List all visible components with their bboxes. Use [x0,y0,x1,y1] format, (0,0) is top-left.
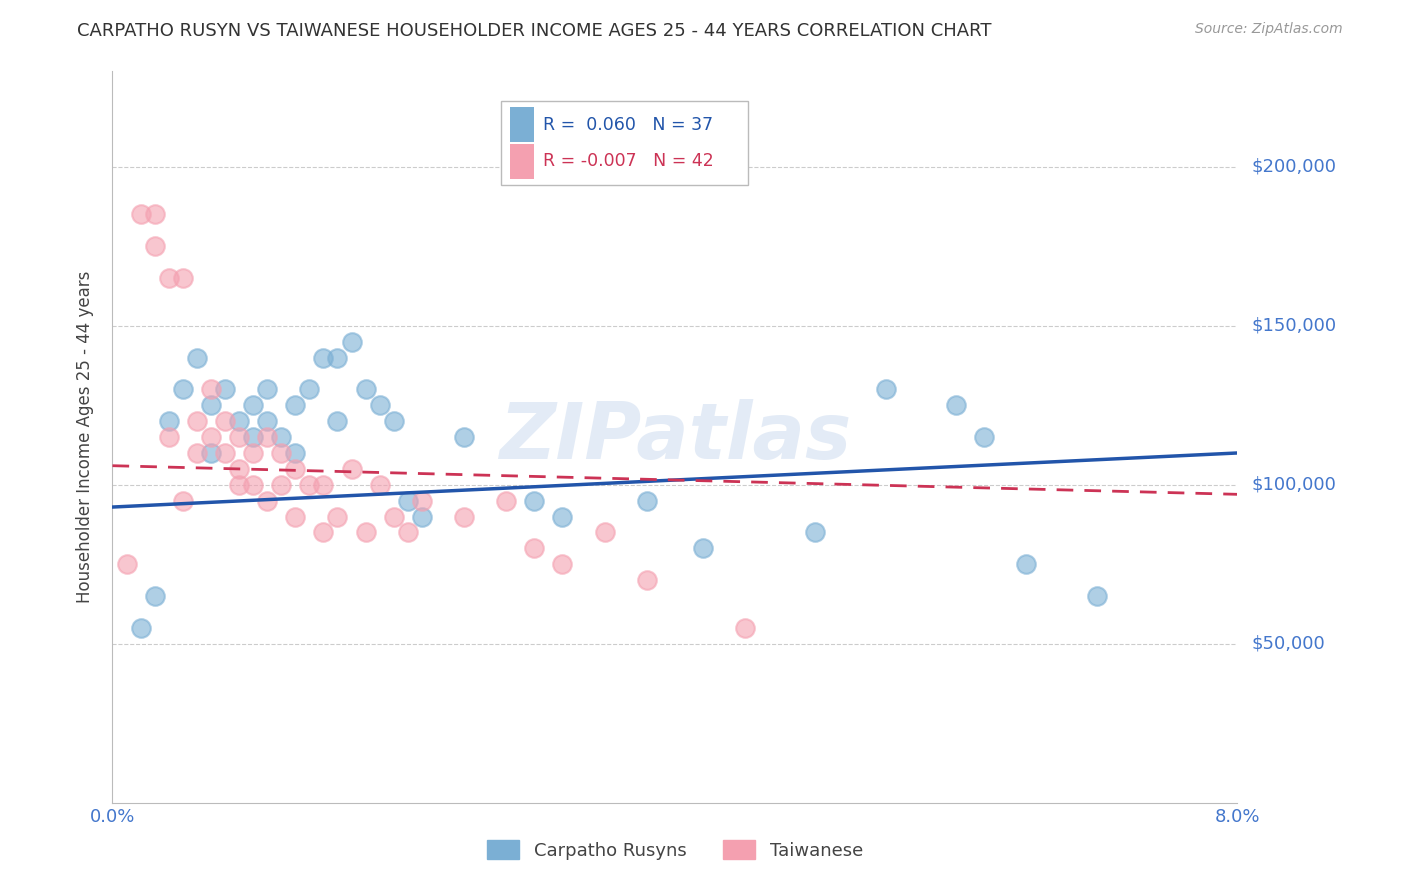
Point [945,398,967,412]
Point [326,509,349,524]
Point [157,430,180,444]
Point [256,430,278,444]
Point [551,558,574,572]
Point [636,493,658,508]
Point [875,383,897,397]
Text: R =  0.060   N = 37: R = 0.060 N = 37 [543,116,713,134]
Point [523,493,546,508]
Point [172,383,194,397]
Point [973,430,995,444]
Point [228,477,250,491]
Y-axis label: Householder Income Ages 25 - 44 years: Householder Income Ages 25 - 44 years [76,271,94,603]
Point [354,525,377,540]
Point [200,446,222,460]
FancyBboxPatch shape [509,107,534,143]
Point [326,414,349,428]
Point [256,414,278,428]
Point [115,558,138,572]
Point [284,446,307,460]
Point [228,414,250,428]
Text: Source: ZipAtlas.com: Source: ZipAtlas.com [1195,22,1343,37]
Point [734,621,756,635]
Point [453,430,475,444]
Point [200,430,222,444]
Point [143,239,166,253]
Legend: Carpatho Rusyns, Taiwanese: Carpatho Rusyns, Taiwanese [479,832,870,867]
Point [172,493,194,508]
Point [186,351,208,365]
Point [298,477,321,491]
FancyBboxPatch shape [501,101,748,185]
FancyBboxPatch shape [509,144,534,179]
Point [143,207,166,221]
Point [256,383,278,397]
Point [270,446,292,460]
Point [551,509,574,524]
Point [312,525,335,540]
Point [186,446,208,460]
Point [396,493,419,508]
Text: R = -0.007   N = 42: R = -0.007 N = 42 [543,153,714,170]
Point [214,383,236,397]
Point [242,477,264,491]
Point [214,446,236,460]
Text: $150,000: $150,000 [1251,317,1336,334]
Point [354,383,377,397]
Point [523,541,546,556]
Point [284,509,307,524]
Point [382,509,405,524]
Point [396,525,419,540]
Point [411,509,433,524]
Point [256,493,278,508]
Point [636,573,658,587]
Point [312,351,335,365]
Point [312,477,335,491]
Point [495,493,517,508]
Point [228,462,250,476]
Point [200,398,222,412]
Point [382,414,405,428]
Point [284,462,307,476]
Point [242,446,264,460]
Text: CARPATHO RUSYN VS TAIWANESE HOUSEHOLDER INCOME AGES 25 - 44 YEARS CORRELATION CH: CARPATHO RUSYN VS TAIWANESE HOUSEHOLDER … [77,22,991,40]
Point [368,398,391,412]
Point [186,414,208,428]
Point [270,477,292,491]
Point [1015,558,1038,572]
Point [129,621,152,635]
Point [593,525,616,540]
Text: ZIPatlas: ZIPatlas [499,399,851,475]
Point [326,351,349,365]
Text: $50,000: $50,000 [1251,635,1324,653]
Point [214,414,236,428]
Point [1085,589,1108,603]
Point [411,493,433,508]
Point [453,509,475,524]
Point [172,271,194,285]
Point [242,430,264,444]
Point [200,383,222,397]
Point [143,589,166,603]
Point [270,430,292,444]
Text: $200,000: $200,000 [1251,158,1336,176]
Point [368,477,391,491]
Point [340,462,363,476]
Point [340,334,363,349]
Point [129,207,152,221]
Point [157,414,180,428]
Text: $100,000: $100,000 [1251,475,1336,494]
Point [242,398,264,412]
Point [298,383,321,397]
Point [692,541,714,556]
Point [284,398,307,412]
Point [157,271,180,285]
Point [228,430,250,444]
Point [804,525,827,540]
